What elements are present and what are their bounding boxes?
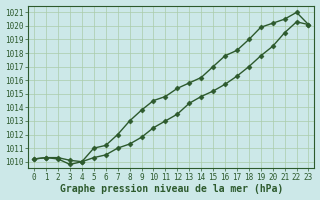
X-axis label: Graphe pression niveau de la mer (hPa): Graphe pression niveau de la mer (hPa) bbox=[60, 184, 283, 194]
